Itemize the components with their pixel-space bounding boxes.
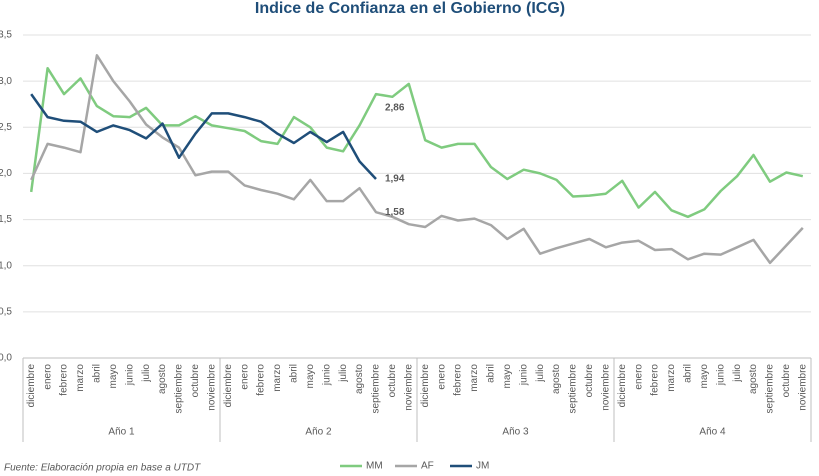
x-tick-label: agosto [354, 364, 365, 394]
value-label: 2,86 [385, 103, 405, 114]
x-tick-label: enero [42, 364, 53, 390]
legend-label: JM [476, 461, 489, 472]
series-line [30, 93, 377, 180]
legend-label: MM [366, 461, 383, 472]
y-tick-label: 3,0 [0, 76, 12, 87]
x-tick-label: mayo [305, 364, 316, 389]
x-tick-label: agosto [551, 364, 562, 394]
x-tick-label: diciembre [26, 364, 37, 408]
group-label: Año 4 [699, 427, 726, 438]
x-tick-label: mayo [502, 364, 513, 389]
y-tick-label: 1,0 [0, 260, 12, 271]
y-tick-label: 3,5 [0, 30, 12, 41]
chart-title: Indice de Confianza en el Gobierno (ICG) [255, 0, 565, 17]
x-tick-label: noviembre [600, 364, 611, 411]
y-tick-label: 2,5 [0, 122, 12, 133]
x-tick-label: junio [518, 364, 529, 387]
x-tick-label: enero [239, 364, 250, 390]
x-tick-label: octubre [387, 364, 398, 398]
x-tick-label: abril [486, 364, 497, 383]
y-tick-label: 2,0 [0, 168, 12, 179]
x-tick-label: mayo [108, 364, 119, 389]
x-tick-label: diciembre [617, 364, 628, 408]
x-tick-label: febrero [59, 364, 70, 396]
y-tick-label: 0,0 [0, 353, 12, 364]
x-tick-label: octubre [190, 364, 201, 398]
x-tick-label: febrero [650, 364, 661, 396]
x-tick-label: mayo [699, 364, 710, 389]
x-tick-label: marzo [272, 364, 283, 392]
x-tick-label: noviembre [403, 364, 414, 411]
x-tick-label: febrero [256, 364, 267, 396]
series-line [30, 54, 804, 265]
x-tick-label: septiembre [174, 364, 185, 414]
x-tick-label: agosto [157, 364, 168, 394]
legend-label: AF [421, 461, 434, 472]
x-tick-label: septiembre [568, 364, 579, 414]
x-tick-label: diciembre [420, 364, 431, 408]
x-tick-label: diciembre [223, 364, 234, 408]
series-line [29, 66, 804, 219]
x-tick-label: septiembre [371, 364, 382, 414]
source-note: Fuente: Elaboración propia en base a UTD… [4, 463, 201, 474]
x-tick-label: septiembre [765, 364, 776, 414]
x-tick-label: junio [715, 364, 726, 387]
x-tick-label: octubre [584, 364, 595, 398]
value-label: 1,94 [385, 174, 405, 185]
y-tick-label: 1,5 [0, 214, 12, 225]
x-tick-label: abril [683, 364, 694, 383]
x-tick-label: julio [535, 364, 546, 383]
y-tick-label: 0,5 [0, 306, 12, 317]
x-tick-label: octubre [781, 364, 792, 398]
x-tick-label: julio [732, 364, 743, 383]
x-tick-label: marzo [469, 364, 480, 392]
x-tick-label: abril [289, 364, 300, 383]
x-tick-label: marzo [666, 364, 677, 392]
x-tick-label: noviembre [797, 364, 808, 411]
x-tick-label: enero [633, 364, 644, 390]
x-tick-label: noviembre [206, 364, 217, 411]
x-tick-label: abril [92, 364, 103, 383]
x-tick-label: febrero [453, 364, 464, 396]
x-tick-label: julio [338, 364, 349, 383]
x-tick-label: junio [124, 364, 135, 387]
group-label: Año 2 [305, 427, 332, 438]
x-tick-label: marzo [75, 364, 86, 392]
group-label: Año 3 [502, 427, 529, 438]
value-label: 1,58 [385, 207, 405, 218]
x-tick-label: enero [436, 364, 447, 390]
group-label: Año 1 [108, 427, 135, 438]
x-tick-label: junio [321, 364, 332, 387]
x-tick-label: agosto [748, 364, 759, 394]
x-tick-label: julio [141, 364, 152, 383]
